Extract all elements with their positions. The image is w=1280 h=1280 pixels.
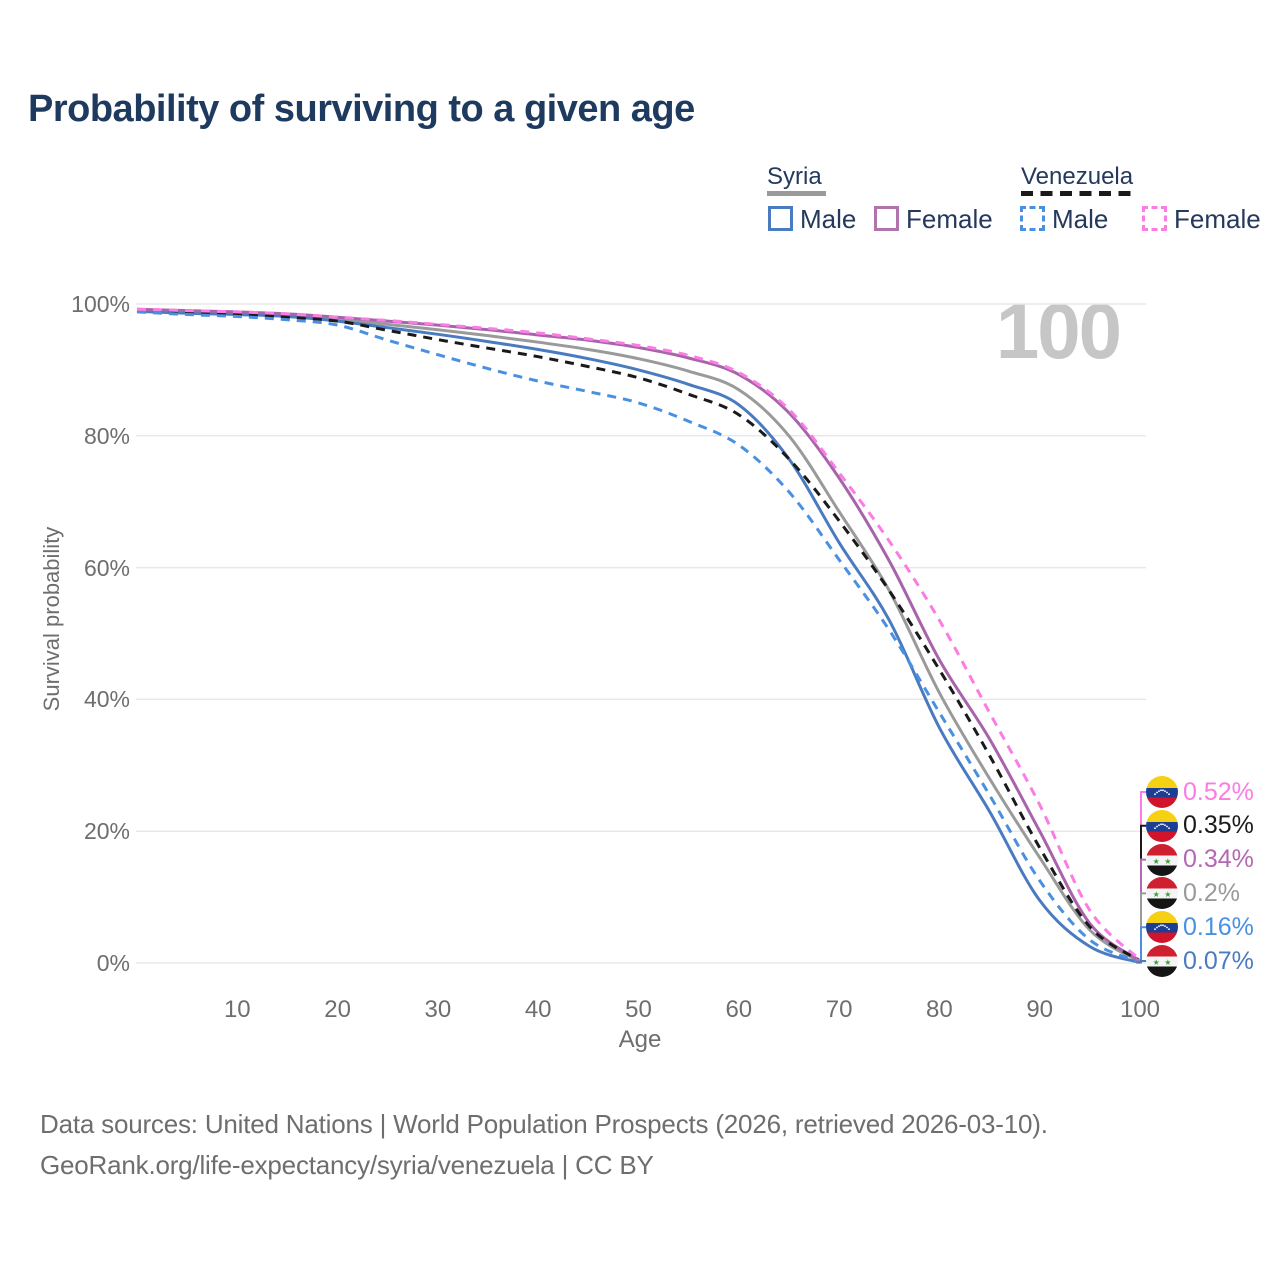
end-label-row-syria_female: ★ ★ 0.34% (1146, 843, 1254, 877)
x-tick-10: 10 (223, 996, 251, 1023)
syria-female-label[interactable]: Female (906, 204, 993, 234)
venezuela-flag-icon (1146, 776, 1178, 808)
end-label-row-venezuela_total: 0.35% (1146, 809, 1254, 843)
series-line-syria_total[interactable] (136, 309, 1141, 963)
series-line-syria_male[interactable] (136, 309, 1141, 964)
venezuela-line-sample (1021, 191, 1138, 196)
end-label-row-syria_total: ★ ★ 0.2% (1146, 876, 1240, 910)
venezuela-flag-icon (1146, 911, 1178, 944)
venezuela-female-label[interactable]: Female (1174, 204, 1261, 234)
attribution-line: GeoRank.org/life-expectancy/syria/venezu… (40, 1150, 654, 1180)
svg-text:★: ★ (1164, 958, 1171, 967)
x-tick-40: 40 (524, 996, 552, 1023)
svg-text:★: ★ (1164, 857, 1171, 866)
end-label-row-syria_male: ★ ★ 0.07% (1146, 944, 1254, 978)
end-label-row-venezuela_male: 0.16% (1146, 910, 1254, 944)
end-label-value: 0.2% (1183, 878, 1240, 907)
leader-line-venezuela_male (1136, 926, 1146, 963)
x-tick-80: 80 (926, 996, 953, 1023)
y-tick-80: 80% (83, 422, 130, 449)
svg-text:★: ★ (1164, 890, 1171, 899)
syria-line-sample (767, 191, 826, 196)
end-label-value: 0.52% (1183, 777, 1254, 806)
age-counter-watermark: 100 (995, 287, 1122, 375)
venezuela-flag-icon (1146, 809, 1178, 842)
end-label-value: 0.16% (1183, 912, 1254, 941)
x-tick-20: 20 (324, 996, 351, 1023)
x-tick-100: 100 (1119, 996, 1161, 1023)
y-axis-title: Survival probability (39, 526, 64, 712)
series-line-venezuela_male[interactable] (136, 310, 1141, 964)
svg-text:★: ★ (1153, 857, 1160, 866)
x-tick-50: 50 (625, 996, 652, 1023)
y-tick-60: 60% (83, 554, 130, 581)
y-tick-40: 40% (83, 686, 130, 713)
legend-group-syria-label: Syria (767, 163, 822, 190)
end-label-value: 0.07% (1183, 946, 1254, 975)
x-tick-30: 30 (424, 996, 452, 1023)
series-line-syria_female[interactable] (136, 307, 1141, 963)
page-title: Probability of surviving to a given age (28, 88, 695, 130)
syria-male-label[interactable]: Male (800, 204, 857, 234)
y-tick-100: 100% (71, 291, 130, 317)
x-tick-70: 70 (825, 996, 853, 1023)
end-label-value: 0.35% (1183, 811, 1254, 840)
x-tick-60: 60 (725, 996, 753, 1023)
svg-text:★: ★ (1153, 958, 1160, 967)
end-label-value: 0.34% (1183, 845, 1254, 874)
syria-male-swatch[interactable] (768, 206, 793, 231)
venezuela-male-swatch[interactable] (1020, 206, 1045, 231)
syria-female-swatch[interactable] (874, 206, 899, 231)
y-tick-0: 0% (96, 950, 130, 976)
y-tick-20: 20% (83, 818, 130, 845)
syria-flag-icon: ★ ★ (1146, 843, 1178, 876)
legend-group-venezuela-label: Venezuela (1021, 163, 1134, 190)
venezuela-male-label[interactable]: Male (1052, 204, 1109, 234)
leader-line-syria_male (1136, 960, 1146, 964)
x-axis-title: Age (618, 1026, 662, 1053)
series-line-venezuela_female[interactable] (136, 307, 1142, 961)
syria-flag-icon: ★ ★ (1146, 945, 1178, 977)
venezuela-female-swatch[interactable] (1142, 206, 1167, 231)
syria-flag-icon: ★ ★ (1146, 877, 1178, 910)
data-sources-line: Data sources: United Nations | World Pop… (40, 1109, 1048, 1139)
end-label-row-venezuela_female: 0.52% (1146, 775, 1254, 809)
svg-text:★: ★ (1153, 890, 1160, 899)
footer: Data sources: United Nations | World Pop… (40, 1104, 1048, 1186)
x-tick-90: 90 (1026, 996, 1054, 1023)
series-line-venezuela_total[interactable] (136, 309, 1141, 962)
